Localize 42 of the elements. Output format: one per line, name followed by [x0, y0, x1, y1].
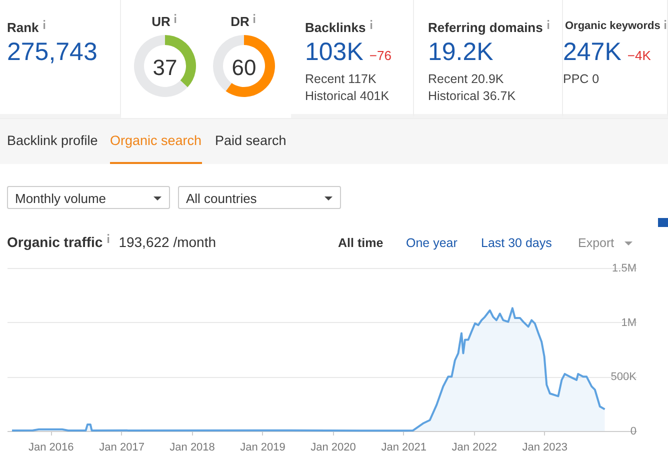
x-tick-label: Jan 2016: [28, 442, 74, 454]
text: 60: [230, 55, 258, 81]
text: 37: [152, 55, 178, 81]
x-tick-label: Jan 2020: [310, 442, 356, 454]
text: −4K: [627, 48, 651, 63]
text: All countries: [186, 191, 257, 206]
text: 275,743: [7, 38, 98, 67]
y-tick-label: 500K: [610, 371, 638, 384]
text: Export: [578, 236, 614, 250]
text: Historical 36.7K: [428, 89, 516, 103]
text: Historical 401K: [305, 89, 390, 103]
text: Rank: [7, 20, 39, 35]
text: Recent 117K: [305, 72, 376, 86]
text: −76: [369, 48, 392, 63]
x-tick-label: Jan 2021: [381, 442, 427, 454]
chart-title: Organic traffic: [7, 234, 103, 250]
text: One year: [406, 236, 458, 250]
chart-title: DR: [230, 14, 250, 29]
text: 103K: [305, 38, 364, 67]
text: Backlink profile: [7, 133, 98, 148]
text: Recent 20.9K: [428, 72, 504, 86]
chart-title: UR: [152, 14, 170, 29]
text: PPC 0: [563, 72, 600, 86]
text: Paid search: [215, 133, 286, 148]
chart-subtitle: 193,622 /month: [118, 234, 216, 250]
text: Backlinks: [305, 20, 366, 35]
text: Organic search: [110, 133, 202, 148]
text: Monthly volume: [15, 191, 106, 206]
y-tick-label: 1.5M: [612, 262, 636, 274]
y-tick-label: 1M: [621, 316, 636, 329]
x-tick-label: Jan 2019: [240, 442, 286, 454]
x-tick-label: Jan 2017: [99, 442, 144, 454]
text: Referring domains: [428, 20, 543, 35]
x-tick-label: Jan 2023: [522, 442, 568, 454]
x-tick-label: Jan 2018: [170, 442, 215, 454]
x-tick-label: Jan 2022: [452, 442, 497, 454]
text: Last 30 days: [481, 236, 552, 250]
y-tick-label: 0: [630, 426, 636, 438]
text: Organic keywords: [565, 20, 660, 32]
text: 19.2K: [428, 38, 494, 67]
text: 247K: [563, 38, 622, 67]
text: All time: [338, 236, 384, 250]
